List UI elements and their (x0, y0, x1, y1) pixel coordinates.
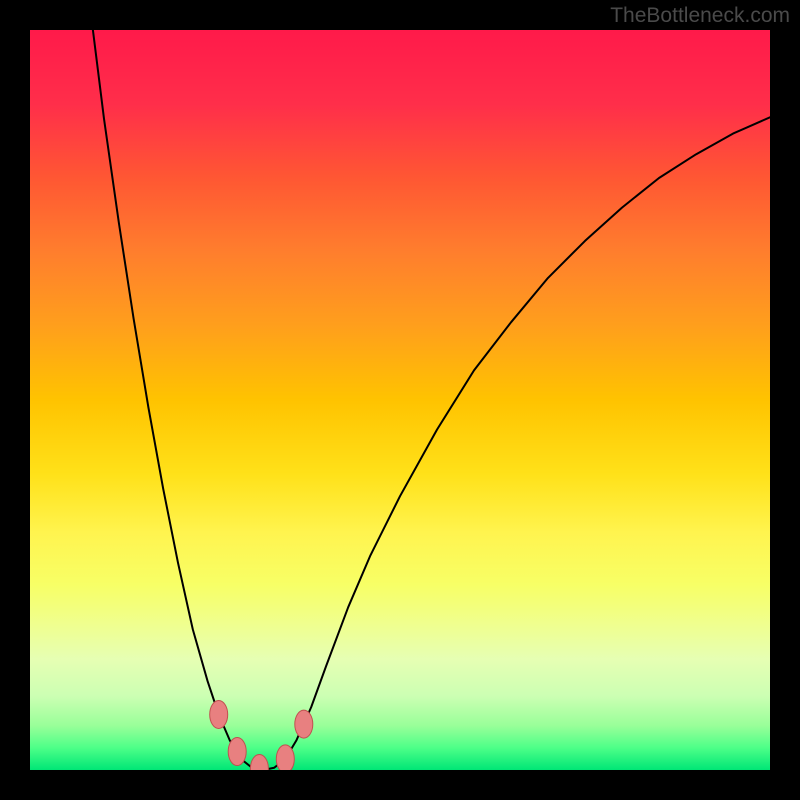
chart-container: TheBottleneck.com (0, 0, 800, 800)
curve-marker (295, 710, 313, 738)
curve-marker (276, 745, 294, 770)
bottleneck-curve (30, 30, 770, 770)
watermark-text: TheBottleneck.com (610, 4, 790, 28)
curve-marker (210, 701, 228, 729)
curve-marker (250, 755, 268, 770)
curve-marker (228, 738, 246, 766)
plot-area (30, 30, 770, 770)
